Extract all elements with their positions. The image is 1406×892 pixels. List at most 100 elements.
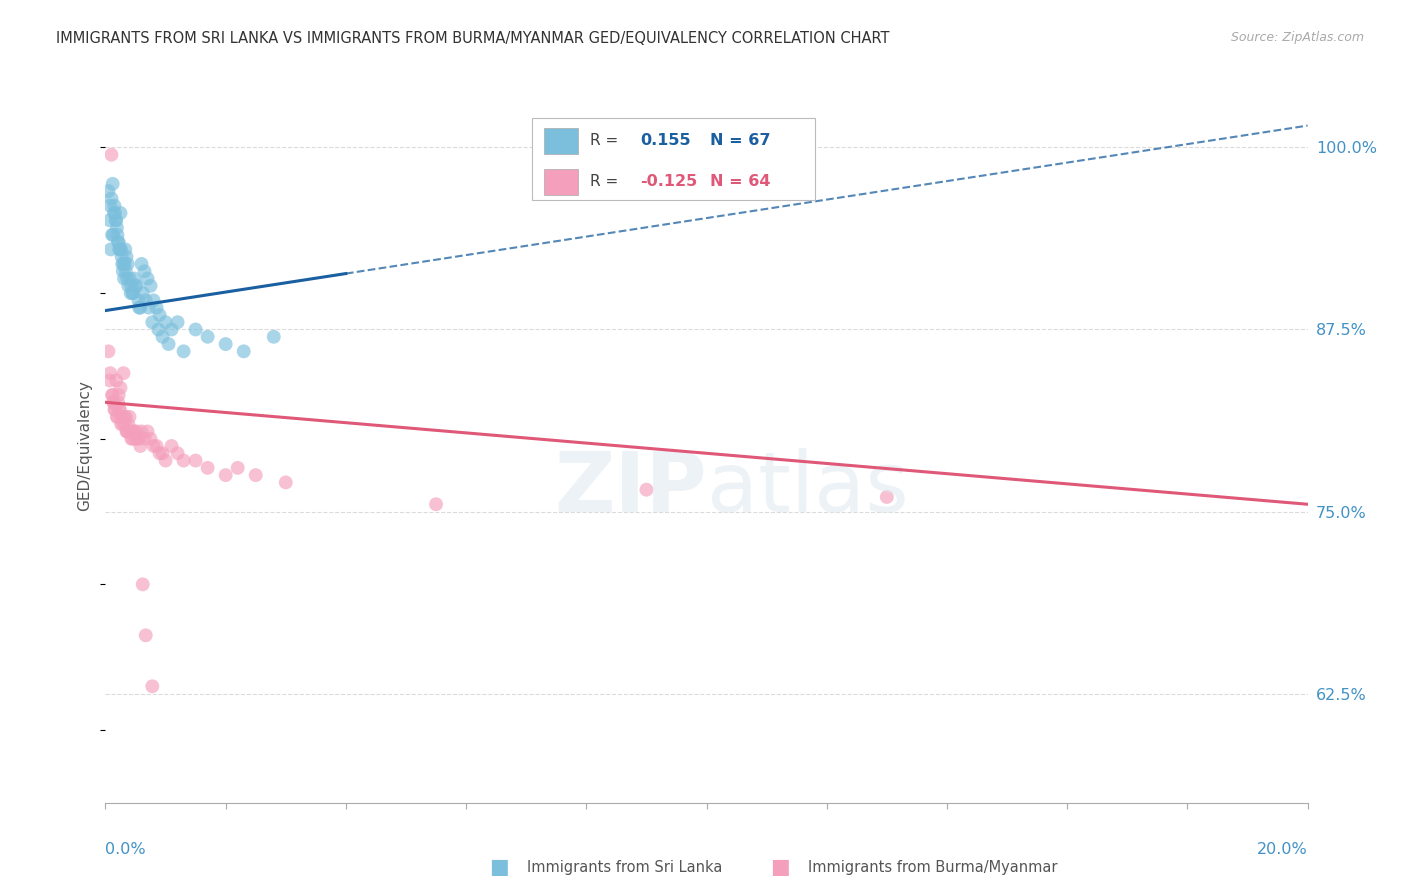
Point (145, 301, 167, 315)
Point (142, 293, 165, 308)
Point (117, 425, 139, 439)
Text: Immigrants from Burma/Myanmar: Immigrants from Burma/Myanmar (808, 860, 1057, 874)
Point (117, 278, 139, 293)
Point (104, 402, 127, 417)
Point (107, 227, 129, 242)
Point (111, 257, 134, 271)
Point (107, 235, 129, 249)
Text: -0.125: -0.125 (640, 174, 697, 189)
Point (184, 453, 207, 467)
Text: IMMIGRANTS FROM SRI LANKA VS IMMIGRANTS FROM BURMA/MYANMAR GED/EQUIVALENCY CORRE: IMMIGRANTS FROM SRI LANKA VS IMMIGRANTS … (56, 31, 890, 46)
Point (152, 330, 174, 344)
Point (110, 243, 132, 257)
Point (148, 308, 170, 322)
Point (120, 425, 142, 439)
Point (136, 425, 159, 439)
Point (122, 286, 145, 301)
Point (108, 243, 131, 257)
Text: 0.0%: 0.0% (105, 842, 146, 856)
Point (155, 315, 177, 329)
Point (98, 374, 121, 388)
Point (108, 243, 131, 257)
Point (98, 366, 121, 380)
Point (104, 213, 127, 227)
Point (124, 425, 146, 439)
Point (121, 286, 143, 301)
Point (128, 301, 150, 315)
Point (114, 257, 136, 271)
Text: ZIP: ZIP (554, 449, 707, 529)
Point (142, 439, 165, 453)
Point (107, 235, 129, 249)
Point (97, 344, 120, 359)
Point (129, 439, 152, 453)
Point (110, 206, 132, 220)
Point (105, 213, 128, 227)
Point (114, 243, 136, 257)
Point (117, 257, 139, 271)
Point (120, 432, 142, 446)
Point (425, 497, 447, 511)
Point (141, 315, 163, 329)
Text: Immigrants from Sri Lanka: Immigrants from Sri Lanka (527, 860, 723, 874)
Point (117, 417, 139, 432)
Point (120, 278, 142, 293)
Point (103, 227, 125, 242)
Point (124, 278, 146, 293)
Point (636, 483, 658, 497)
Point (166, 315, 188, 329)
Text: Source: ZipAtlas.com: Source: ZipAtlas.com (1230, 31, 1364, 45)
Point (232, 344, 254, 359)
Text: N = 67: N = 67 (710, 133, 770, 148)
Text: ■: ■ (770, 857, 790, 877)
Text: R =: R = (591, 174, 623, 189)
Point (110, 381, 132, 395)
Point (184, 322, 207, 336)
Point (125, 425, 148, 439)
Point (245, 468, 267, 483)
Text: 20.0%: 20.0% (1257, 842, 1308, 856)
Point (274, 475, 297, 490)
Point (173, 344, 195, 359)
Point (128, 432, 150, 446)
Text: atlas: atlas (707, 449, 908, 529)
Point (131, 425, 153, 439)
Point (132, 286, 155, 301)
Point (103, 206, 125, 220)
Point (160, 439, 183, 453)
Point (118, 409, 141, 424)
Point (103, 395, 125, 409)
Point (138, 301, 160, 315)
Point (103, 395, 125, 409)
Point (115, 409, 138, 424)
Point (111, 409, 134, 424)
Point (160, 322, 183, 336)
Point (111, 417, 134, 432)
Point (100, 147, 122, 161)
Point (173, 453, 195, 467)
Point (214, 468, 236, 483)
Point (107, 409, 129, 424)
Point (112, 257, 135, 271)
Bar (544, 169, 578, 194)
Text: N = 64: N = 64 (710, 174, 770, 189)
Point (97, 184, 120, 198)
Point (139, 278, 162, 293)
Point (98, 199, 121, 213)
Point (141, 679, 163, 693)
Point (129, 301, 152, 315)
Point (124, 432, 146, 446)
Point (122, 425, 145, 439)
Point (214, 337, 236, 351)
Point (134, 264, 156, 278)
Point (131, 257, 153, 271)
Point (132, 577, 155, 591)
Point (128, 293, 150, 308)
Point (148, 322, 170, 336)
Point (115, 250, 138, 264)
Point (136, 271, 159, 285)
Point (226, 460, 249, 475)
Point (118, 271, 141, 285)
Point (105, 409, 128, 424)
Point (107, 388, 129, 402)
